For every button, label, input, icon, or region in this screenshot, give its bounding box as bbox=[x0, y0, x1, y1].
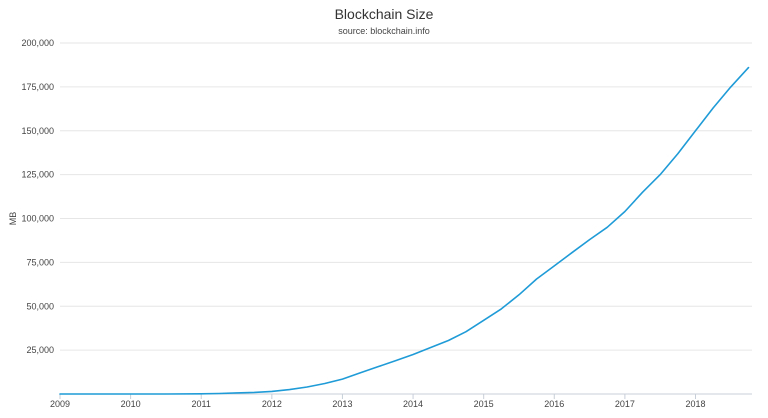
y-tick-label: 175,000 bbox=[21, 82, 54, 92]
y-tick-label: 50,000 bbox=[26, 301, 54, 311]
x-tick-label: 2014 bbox=[403, 399, 423, 409]
x-tick-label: 2012 bbox=[262, 399, 282, 409]
x-tick-label: 2011 bbox=[192, 399, 211, 409]
x-tick-label: 2017 bbox=[615, 399, 635, 409]
x-tick-label: 2018 bbox=[685, 399, 705, 409]
y-tick-label: 200,000 bbox=[21, 38, 54, 48]
chart-title: Blockchain Size bbox=[334, 6, 434, 22]
y-tick-label: 125,000 bbox=[21, 170, 54, 180]
series-line bbox=[59, 66, 750, 395]
y-tick-label: 150,000 bbox=[21, 126, 54, 136]
y-axis-title: MB bbox=[8, 212, 18, 226]
x-tick-label: 2013 bbox=[332, 399, 352, 409]
x-tick-label: 2010 bbox=[121, 399, 141, 409]
y-tick-label: 75,000 bbox=[26, 257, 54, 267]
y-tick-label: 100,000 bbox=[21, 214, 54, 224]
x-tick-label: 2009 bbox=[50, 399, 70, 409]
x-tick-label: 2015 bbox=[474, 399, 494, 409]
y-tick-label: 25,000 bbox=[26, 345, 54, 355]
chart-subtitle: source: blockchain.info bbox=[338, 26, 430, 36]
x-tick-label: 2016 bbox=[544, 399, 564, 409]
